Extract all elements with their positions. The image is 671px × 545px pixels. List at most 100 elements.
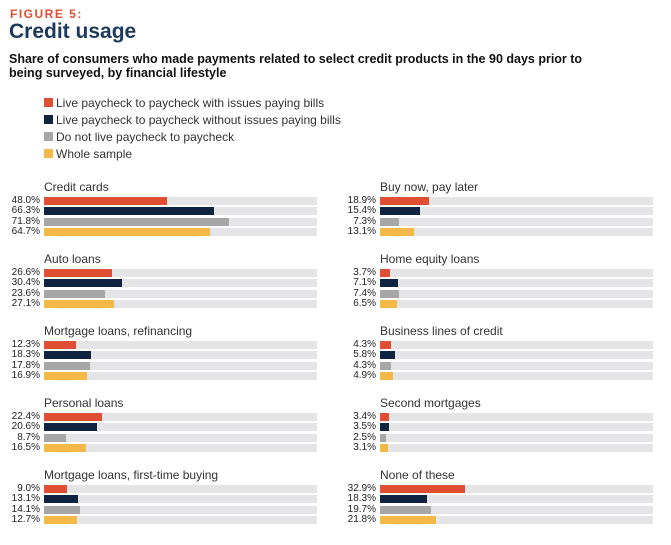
bar [380, 227, 414, 236]
legend-item: Whole sample [44, 145, 341, 162]
legend-item: Live paycheck to paycheck with issues pa… [44, 94, 341, 111]
bar [380, 217, 399, 226]
bar-track: 15.4% [348, 205, 653, 216]
panel-title: Business lines of credit [380, 324, 503, 338]
bar [44, 423, 97, 432]
bar-track: 32.9% [348, 483, 653, 494]
bar [380, 207, 420, 216]
bar [44, 505, 81, 514]
data-label: 2.5% [353, 431, 376, 443]
bar-track: 3.1% [353, 442, 653, 453]
data-label: 16.5% [11, 441, 40, 453]
bar [44, 413, 102, 421]
data-label: 19.7% [347, 503, 376, 515]
data-label: 17.8% [11, 359, 40, 371]
chart-panel: Credit cards 48.0% 66.3% 71.8% 64.7% [12, 180, 344, 242]
figure-label: FIGURE 5: [10, 7, 83, 21]
data-label: 7.3% [353, 215, 376, 227]
bar [44, 289, 105, 298]
chart-panel: Personal loans 22.4% 20.6% 8.7% 16.5% [12, 396, 344, 458]
bar-track: 5.8% [353, 349, 653, 360]
chart-panel: Business lines of credit 4.3% 5.8% 4.3% 4.9% [353, 324, 671, 386]
data-label: 64.7% [11, 225, 40, 237]
bar-track: 21.8% [348, 514, 653, 525]
chart-panel: Mortgage loans, first-time buying 9.0% 13.… [12, 468, 344, 530]
bar [380, 289, 400, 298]
bar [44, 279, 123, 288]
legend-label: Do not live paycheck to paycheck [56, 129, 235, 144]
bar [44, 341, 76, 349]
bar-track: 13.1% [12, 493, 317, 504]
data-label: 18.9% [347, 195, 376, 206]
panel-title: Home equity loans [380, 252, 480, 266]
bar-track: 48.0% [12, 195, 317, 206]
bar [380, 443, 388, 452]
data-label: 18.3% [347, 493, 376, 505]
chart-panel: None of these 32.9% 18.3% 19.7% 21.8% [348, 468, 671, 530]
bar [44, 361, 90, 370]
bar-track: 16.9% [12, 370, 317, 381]
data-label: 12.7% [11, 513, 40, 525]
data-label: 23.6% [11, 287, 40, 299]
data-label: 3.1% [353, 441, 376, 453]
bar [44, 217, 229, 226]
data-label: 4.3% [353, 359, 376, 371]
data-label: 6.5% [353, 297, 376, 309]
panel-title: Mortgage loans, first-time buying [44, 468, 219, 482]
panel-title: Buy now, pay later [380, 180, 479, 194]
bar [380, 515, 437, 524]
legend-label: Live paycheck to paycheck with issues pa… [56, 95, 325, 110]
bar [44, 269, 113, 277]
bar [380, 423, 389, 432]
bar [380, 361, 392, 370]
data-label: 32.9% [347, 483, 376, 494]
bar [380, 299, 397, 308]
panel-title: Personal loans [44, 396, 124, 410]
chart-panel: Auto loans 26.6% 30.4% 23.6% 27.1% [12, 252, 344, 314]
legend: Live paycheck to paycheck with issues pa… [44, 94, 341, 162]
bar-track: 4.3% [353, 339, 653, 350]
bar-track: 7.3% [353, 216, 653, 227]
bar [44, 227, 211, 236]
data-label: 13.1% [347, 225, 376, 237]
data-label: 9.0% [17, 483, 40, 494]
panel-title: Second mortgages [380, 396, 481, 410]
data-label: 3.5% [353, 421, 376, 433]
data-label: 66.3% [11, 205, 40, 217]
bar [44, 515, 77, 524]
bar-track: 19.7% [348, 504, 653, 515]
data-label: 15.4% [347, 205, 376, 217]
bar-track: 9.0% [17, 483, 317, 494]
bar [44, 299, 114, 308]
bar-track: 22.4% [12, 411, 317, 422]
bar-track: 12.7% [12, 514, 317, 525]
legend-label: Whole sample [56, 146, 133, 161]
bar [44, 485, 68, 493]
data-label: 16.9% [11, 369, 40, 381]
bar-track: 13.1% [348, 226, 653, 237]
data-label: 7.4% [353, 287, 376, 299]
chart-subtitle: Share of consumers who made payments rel… [9, 52, 583, 80]
bar-track: 12.3% [12, 339, 317, 350]
panel-title: None of these [380, 468, 455, 482]
bar-track: 30.4% [12, 277, 317, 288]
bar-track: 66.3% [12, 205, 317, 216]
bar-track: 8.7% [17, 432, 317, 443]
bar-track: 3.5% [353, 421, 653, 432]
bar-track: 2.5% [353, 432, 653, 443]
data-label: 71.8% [11, 215, 40, 227]
legend-label: Live paycheck to paycheck without issues… [56, 112, 341, 127]
data-label: 48.0% [11, 195, 40, 206]
data-label: 18.3% [11, 349, 40, 361]
bar-track: 18.9% [348, 195, 653, 206]
bar-track: 18.3% [348, 493, 653, 504]
bar-track: 4.9% [353, 370, 653, 381]
data-label: 4.9% [353, 369, 376, 381]
bar-track: 20.6% [12, 421, 317, 432]
bar [44, 207, 215, 216]
bar [44, 433, 67, 442]
data-label: 7.1% [353, 277, 376, 289]
bar-track: 18.3% [12, 349, 317, 360]
legend-swatch [44, 115, 53, 124]
bar [380, 341, 392, 349]
